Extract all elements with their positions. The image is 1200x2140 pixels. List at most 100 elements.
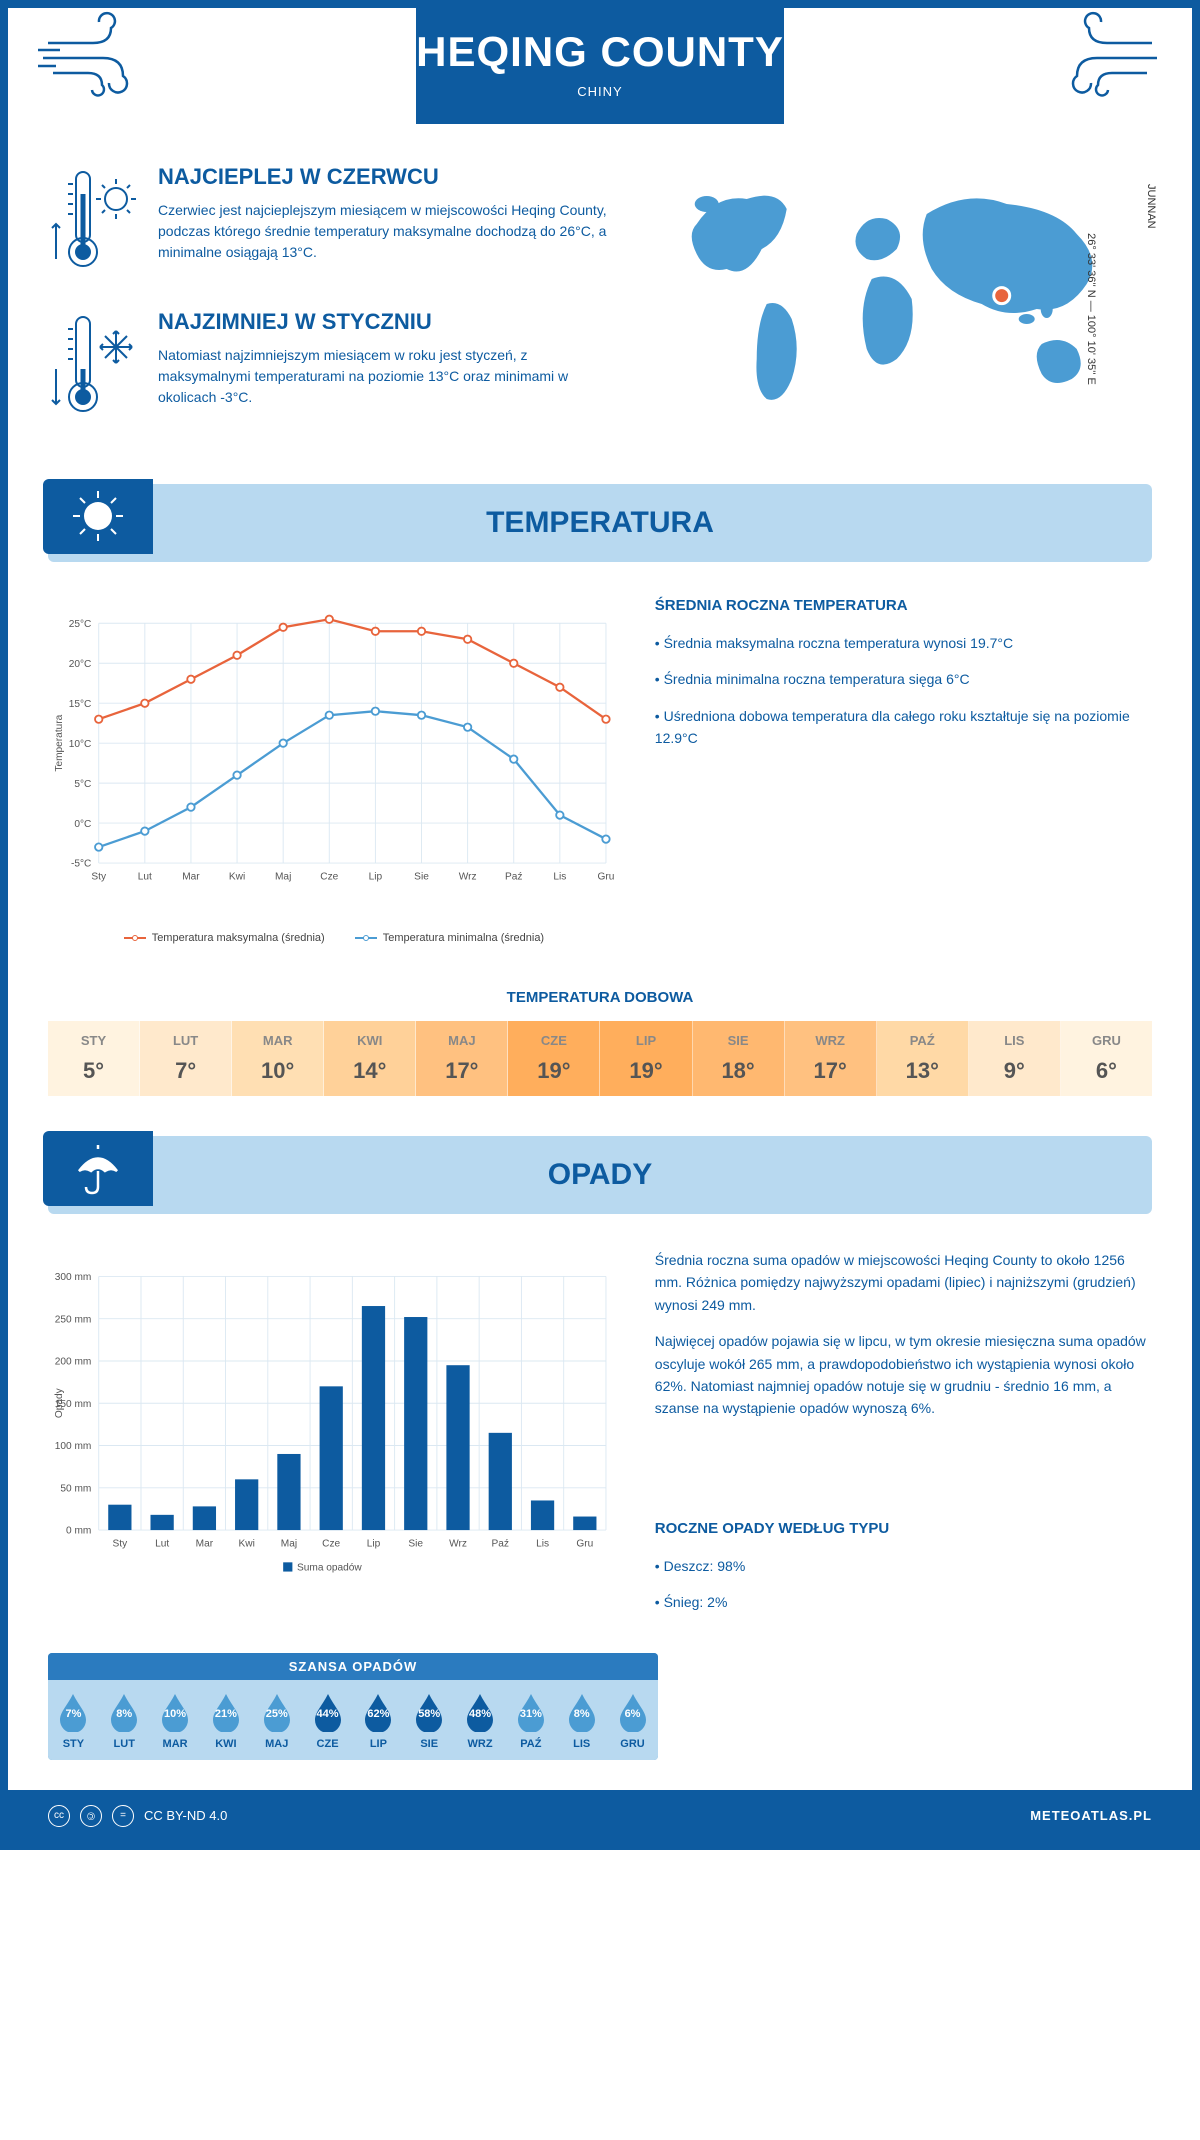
coldest-title: NAJZIMNIEJ W STYCZNIU [158,309,611,335]
svg-text:Lut: Lut [155,1539,169,1550]
precip-chance-cell: 58% SIE [404,1692,455,1750]
svg-text:Paź: Paź [492,1539,509,1550]
sun-icon [71,489,126,544]
svg-text:Kwi: Kwi [229,872,245,883]
daily-temp-cell: MAR10° [232,1021,324,1096]
precip-chance-cell: 10% MAR [150,1692,201,1750]
footer: cc 🄯 = CC BY-ND 4.0 METEOATLAS.PL [8,1790,1192,1842]
precip-para-1: Średnia roczna suma opadów w miejscowośc… [655,1249,1152,1316]
svg-text:Lip: Lip [367,1539,381,1550]
daily-temp-cell: LUT7° [140,1021,232,1096]
svg-text:Kwi: Kwi [239,1539,255,1550]
svg-text:Gru: Gru [576,1539,593,1550]
header-row: HEQING COUNTY CHINY [8,8,1192,124]
svg-text:0 mm: 0 mm [66,1526,91,1537]
svg-text:300 mm: 300 mm [55,1272,92,1283]
precipitation-title: OPADY [548,1158,652,1191]
svg-text:0°C: 0°C [74,819,91,830]
svg-text:Paź: Paź [505,872,522,883]
svg-text:Mar: Mar [182,872,200,883]
svg-text:Mar: Mar [196,1539,214,1550]
svg-text:250 mm: 250 mm [55,1314,92,1325]
temperature-line-chart: -5°C 0°C 5°C 10°C 15°C 20°C 25°C Sty Lut Mar Kwi Ma… [48,597,620,917]
svg-text:5°C: 5°C [74,779,91,790]
svg-text:15°C: 15°C [69,699,92,710]
precip-chance-title: SZANSA OPADÓW [48,1653,658,1680]
svg-text:Maj: Maj [275,872,291,883]
precip-type-bullet: • Śnieg: 2% [655,1591,1152,1613]
daily-temp-cell: PAŹ13° [877,1021,969,1096]
daily-temp-cell: MAJ17° [416,1021,508,1096]
daily-temp-cell: WRZ17° [785,1021,877,1096]
world-map [641,164,1152,444]
by-icon: 🄯 [80,1805,102,1827]
precip-chance-cell: 8% LUT [99,1692,150,1750]
precipitation-chance-table: SZANSA OPADÓW 7% STY 8% LUT 10% MAR 21% … [48,1653,658,1760]
intro-section: NAJCIEPLEJ W CZERWCU Czerwiec jest najci… [8,124,1192,484]
svg-text:Opady: Opady [54,1387,65,1418]
daily-temp-title: TEMPERATURA DOBOWA [8,989,1192,1006]
annual-temp-bullet: • Uśredniona dobowa temperatura dla całe… [655,705,1152,750]
svg-text:Lut: Lut [138,872,152,883]
wind-icon-left [38,8,158,98]
svg-text:25°C: 25°C [69,619,92,630]
svg-text:-5°C: -5°C [71,859,91,870]
svg-text:Lis: Lis [553,872,566,883]
precip-chance-cell: 6% GRU [607,1692,658,1750]
precip-chance-cell: 8% LIS [556,1692,607,1750]
daily-temp-cell: LIS9° [969,1021,1061,1096]
precipitation-section-header: OPADY [48,1136,1152,1214]
precip-para-2: Najwięcej opadów pojawia się w lipcu, w … [655,1330,1152,1420]
coldest-text: Natomiast najzimniejszym miesiącem w rok… [158,345,611,408]
thermometer-hot-icon [48,164,138,274]
svg-text:Wrz: Wrz [449,1539,467,1550]
svg-text:10°C: 10°C [69,739,92,750]
svg-text:Sty: Sty [113,1539,129,1550]
temperature-legend: Temperatura maksymalna (średnia)Temperat… [48,932,620,944]
warmest-title: NAJCIEPLEJ W CZERWCU [158,164,611,190]
precip-chance-cell: 21% KWI [200,1692,251,1750]
precip-by-type-title: ROCZNE OPADY WEDŁUG TYPU [655,1520,1152,1537]
title-banner: HEQING COUNTY CHINY [416,8,784,124]
wind-icon-right [1042,8,1162,98]
svg-text:Sie: Sie [414,872,429,883]
precipitation-bar-chart: 0 mm50 mm100 mm150 mm200 mm250 mm300 mmS… [48,1249,620,1599]
daily-temp-cell: KWI14° [324,1021,416,1096]
annual-temp-bullet: • Średnia minimalna roczna temperatura s… [655,668,1152,690]
svg-text:Lip: Lip [369,872,383,883]
precip-chance-cell: 7% STY [48,1692,99,1750]
svg-text:Sty: Sty [91,872,107,883]
svg-text:Cze: Cze [322,1539,340,1550]
svg-text:Wrz: Wrz [459,872,477,883]
page-title: HEQING COUNTY [416,28,784,76]
precip-chance-cell: 44% CZE [302,1692,353,1750]
coordinates: 26° 33' 36'' N — 100° 10' 35'' E [1085,233,1097,385]
precip-chance-cell: 62% LIP [353,1692,404,1750]
annual-temp-title: ŚREDNIA ROCZNA TEMPERATURA [655,597,1152,614]
svg-text:20°C: 20°C [69,659,92,670]
annual-temp-bullet: • Średnia maksymalna roczna temperatura … [655,632,1152,654]
location-marker [993,288,1009,304]
precip-chance-cell: 25% MAJ [251,1692,302,1750]
svg-text:Gru: Gru [598,872,615,883]
svg-text:Suma opadów: Suma opadów [297,1563,362,1574]
svg-text:Maj: Maj [281,1539,297,1550]
page-subtitle: CHINY [416,84,784,99]
daily-temp-cell: SIE18° [693,1021,785,1096]
region-label: JUNNAN [1145,184,1157,229]
svg-text:200 mm: 200 mm [55,1357,92,1368]
temperature-section-header: TEMPERATURA [48,484,1152,562]
warmest-block: NAJCIEPLEJ W CZERWCU Czerwiec jest najci… [48,164,611,274]
svg-text:50 mm: 50 mm [60,1483,91,1494]
svg-text:Temperatura: Temperatura [54,714,65,771]
svg-text:Sie: Sie [408,1539,423,1550]
daily-temp-cell: STY5° [48,1021,140,1096]
precip-type-bullet: • Deszcz: 98% [655,1555,1152,1577]
site-name: METEOATLAS.PL [1030,1808,1152,1823]
daily-temp-cell: GRU6° [1061,1021,1152,1096]
thermometer-cold-icon [48,309,138,419]
daily-temp-cell: CZE19° [508,1021,600,1096]
nd-icon: = [112,1805,134,1827]
svg-text:Cze: Cze [320,872,338,883]
daily-temp-cell: LIP19° [600,1021,692,1096]
